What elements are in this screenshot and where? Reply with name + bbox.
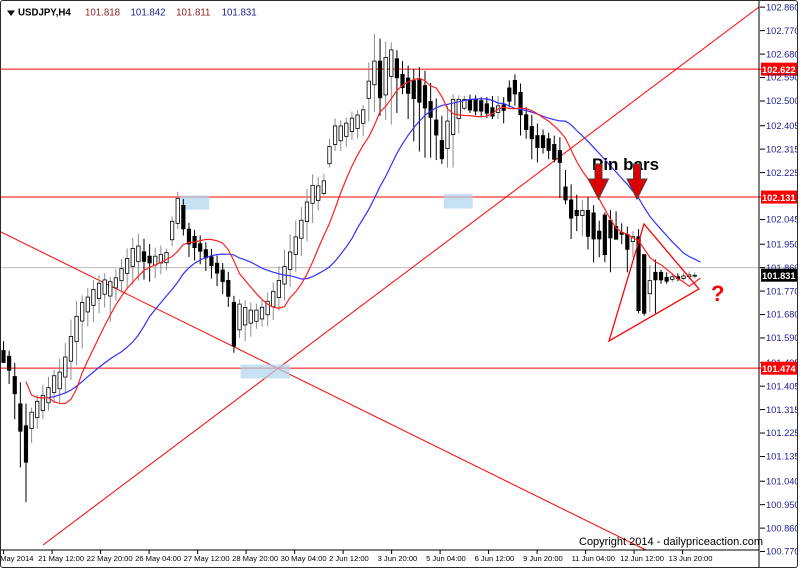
- svg-text:102.500: 102.500: [766, 96, 798, 106]
- svg-text:101.225: 101.225: [766, 428, 798, 438]
- svg-text:9 Jun 20:00: 9 Jun 20:00: [523, 554, 563, 563]
- svg-text:101.680: 101.680: [766, 310, 798, 320]
- svg-text:102.045: 102.045: [766, 215, 798, 225]
- svg-text:2 Jun 12:00: 2 Jun 12:00: [329, 554, 369, 563]
- svg-text:102.131: 102.131: [762, 193, 796, 203]
- svg-text:5 Jun 04:00: 5 Jun 04:00: [426, 554, 466, 563]
- svg-text:USDJPY,H4: USDJPY,H4: [18, 8, 71, 19]
- svg-text:102.590: 102.590: [766, 73, 798, 83]
- svg-text:101.590: 101.590: [766, 333, 798, 343]
- svg-text:102.405: 102.405: [766, 121, 798, 131]
- svg-text:6 Jun 12:00: 6 Jun 12:00: [475, 554, 515, 563]
- svg-text:28 May 20:00: 28 May 20:00: [232, 554, 278, 563]
- svg-text:22 May 20:00: 22 May 20:00: [87, 554, 133, 563]
- svg-text:100.860: 100.860: [766, 523, 798, 533]
- svg-text:101.405: 101.405: [766, 381, 798, 391]
- svg-text:101.818: 101.818: [85, 8, 120, 19]
- svg-text:101.315: 101.315: [766, 405, 798, 415]
- svg-text:100.770: 100.770: [766, 547, 798, 557]
- svg-text:102.225: 102.225: [766, 168, 798, 178]
- svg-text:102.860: 102.860: [766, 2, 798, 12]
- svg-text:101.842: 101.842: [131, 8, 166, 19]
- svg-text:?: ?: [711, 281, 724, 306]
- svg-text:12 Jun 12:00: 12 Jun 12:00: [620, 554, 664, 563]
- svg-text:101.950: 101.950: [766, 239, 798, 249]
- svg-text:13 Jun 20:00: 13 Jun 20:00: [669, 554, 713, 563]
- svg-text:102.770: 102.770: [766, 26, 798, 36]
- svg-text:100.950: 100.950: [766, 500, 798, 510]
- svg-text:Copyright 2014 - dailypriceact: Copyright 2014 - dailypriceaction.com: [579, 536, 763, 548]
- svg-text:101.831: 101.831: [762, 271, 796, 281]
- svg-text:3 Jun 20:00: 3 Jun 20:00: [378, 554, 418, 563]
- svg-text:27 May 12:00: 27 May 12:00: [184, 554, 230, 563]
- svg-text:21 May 12:00: 21 May 12:00: [38, 554, 84, 563]
- svg-text:101.811: 101.811: [176, 8, 210, 19]
- svg-text:101.831: 101.831: [222, 8, 257, 19]
- svg-text:102.315: 102.315: [766, 144, 798, 154]
- svg-text:101.474: 101.474: [762, 364, 796, 374]
- svg-text:102.680: 102.680: [766, 49, 798, 59]
- svg-text:26 May 04:00: 26 May 04:00: [135, 554, 181, 563]
- svg-text:11 Jun 04:00: 11 Jun 04:00: [572, 554, 615, 563]
- svg-text:30 May 04:00: 30 May 04:00: [281, 554, 327, 563]
- svg-text:101.040: 101.040: [766, 476, 798, 486]
- svg-text:101.770: 101.770: [766, 286, 798, 296]
- svg-text:101.135: 101.135: [766, 452, 798, 462]
- svg-text:20 May 2014: 20 May 2014: [1, 554, 34, 563]
